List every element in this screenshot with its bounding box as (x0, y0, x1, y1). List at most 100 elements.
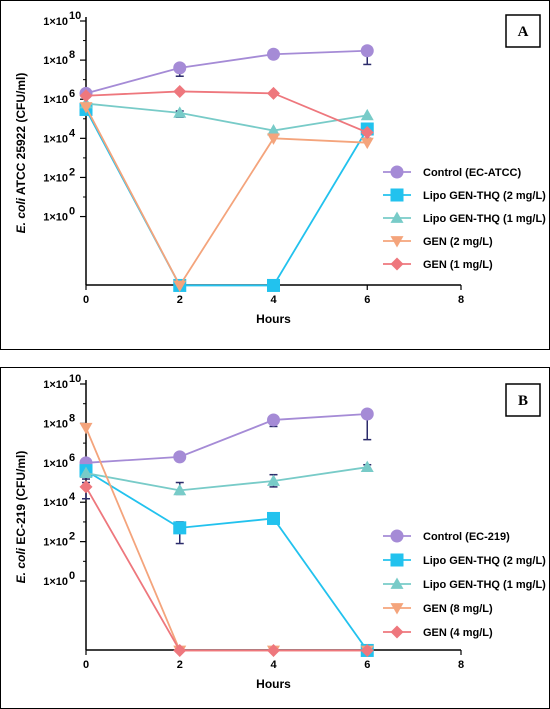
chart-a-data-point (79, 89, 93, 103)
chart-a-series-line (85, 109, 369, 287)
chart-b-series-line (85, 413, 368, 464)
chart-a-y-axis-title-italic: E. coli (14, 197, 28, 233)
chart-a-data-point (267, 47, 280, 61)
chart-a-legend-label: Lipo GEN-THQ (2 mg/L) (423, 190, 546, 202)
chart-b-legend-label: GEN (4 mg/L) (423, 627, 493, 639)
chart-a-y-tick-exponent: 6 (69, 88, 75, 100)
chart-a-data-point (360, 125, 374, 139)
chart-b-data-point (360, 643, 374, 657)
chart-b-legend-marker (390, 603, 404, 615)
chart-b-x-tick-label: 4 (270, 659, 277, 671)
chart-a-series-line (85, 90, 368, 134)
chart-a-legend-label: Control (EC-ATCC) (423, 167, 521, 179)
chart-b-y-tick-exponent: 8 (69, 412, 75, 424)
chart-b-series-5 (79, 480, 374, 657)
chart-a-legend-marker (390, 211, 404, 223)
chart-a-y-tick-exponent: 10 (69, 10, 81, 22)
chart-a-legend-label: GEN (2 mg/L) (423, 236, 493, 248)
chart-b-data-point (173, 643, 187, 657)
chart-b-y-tick-exponent: 0 (69, 570, 75, 582)
chart-a-data-point (79, 102, 93, 114)
chart-a-y-tick-label: 1×10 (43, 172, 68, 184)
chart-b-panel-label-box (505, 383, 541, 417)
chart-a-legend-label: GEN (1 mg/L) (423, 259, 493, 271)
chart-a-y-tick-exponent: 0 (69, 206, 75, 218)
chart-a-svg: 0 2 4 6 81×10 101×10 81×10 61×10 41×10 21×10 0Hour… (14, 10, 546, 326)
chart-a-panel-label-box (505, 14, 541, 48)
chart-a-data-point (267, 124, 280, 136)
chart-b-data-point (360, 460, 374, 473)
chart-b-y-axis-title-italic: E. coli (14, 547, 28, 583)
chart-a-y-tick-exponent: 8 (69, 49, 75, 61)
chart-b-legend-label: GEN (8 mg/L) (423, 603, 493, 615)
chart-b-legend-label: Lipo GEN-THQ (1 mg/L) (423, 579, 546, 591)
chart-a-legend-marker (390, 236, 404, 248)
chart-a-series-5 (79, 84, 374, 139)
chart-b-y-tick-label: 1×10 (43, 537, 68, 549)
chart-a-x-tick-label: 8 (458, 294, 464, 306)
chart-b-series-line (85, 466, 368, 492)
chart-b-legend-marker (390, 529, 404, 543)
chart-a-y-tick-exponent: 4 (69, 127, 76, 139)
chart-b-x-tick-label: 0 (83, 659, 89, 671)
chart-a-y-tick-label: 1×10 (43, 94, 68, 106)
chart-a-panel-label: A (518, 24, 529, 40)
chart-b-data-point (267, 643, 280, 657)
chart-b-data-point (267, 511, 280, 525)
chart-b-series-line (85, 486, 368, 652)
chart-a-y-tick-label: 1×10 (43, 55, 68, 67)
chart-b-data-point (173, 521, 187, 535)
chart-b-legend-label: Lipo GEN-THQ (2 mg/L) (423, 555, 546, 567)
chart-b-legend-label: Control (EC-219) (423, 531, 510, 543)
chart-b-y-axis-title: E. coli EC-219 (CFU/ml) (14, 451, 28, 584)
chart-b-data-point (79, 422, 93, 435)
chart-b-series-2 (79, 464, 374, 657)
chart-a-series-line (85, 106, 368, 288)
chart-a-x-axis-title: Hours (256, 312, 291, 326)
chart-b-data-point (79, 466, 93, 478)
chart-a-data-point (173, 280, 187, 292)
chart-b-y-tick-exponent: 4 (69, 491, 76, 503)
chart-b-y-tick-exponent: 6 (69, 452, 75, 464)
chart-a-data-point (360, 137, 374, 150)
chart-b-panel-label: B (518, 393, 528, 409)
chart-a-data-point (173, 106, 187, 118)
chart-b-y-tick-exponent: 10 (69, 373, 81, 385)
chart-a-data-point (360, 108, 374, 121)
chart-a-series-2 (79, 102, 374, 292)
chart-b-y-tick-label: 1×10 (43, 497, 68, 509)
chart-b-legend-marker (390, 577, 404, 589)
chart-b-series-1 (79, 407, 374, 470)
chart-b-y-tick-label: 1×10 (43, 418, 68, 430)
chart-b-x-tick-label: 6 (364, 659, 370, 671)
chart-a-x-tick-label: 0 (83, 294, 89, 306)
chart-a-series-4 (79, 102, 374, 292)
chart-b-data-point (267, 413, 280, 427)
chart-a-data-point (173, 61, 187, 75)
chart-a-legend-label: Lipo GEN-THQ (1 mg/L) (423, 213, 546, 225)
chart-b-data-point (173, 450, 187, 464)
chart-b-series-4 (79, 422, 374, 657)
chart-a-x-tick-label: 2 (177, 294, 183, 306)
chart-b-y-axis-title-rest: EC-219 (CFU/ml) (14, 451, 28, 548)
chart-a-series-line (85, 49, 368, 95)
chart-panel-a: 0 2 4 6 8 1×10 10 1×10 8 1×10 6 1×10 4 1×10 2 1×10 0 Hour… (0, 0, 550, 350)
chart-a-series-line (85, 102, 368, 132)
chart-b-y-tick-exponent: 2 (69, 531, 75, 543)
chart-b-x-axis-title: Hours (256, 677, 291, 691)
chart-b-data-point (360, 407, 374, 421)
chart-b-y-tick-label: 1×10 (43, 379, 68, 391)
chart-b-data-point (79, 480, 93, 494)
chart-b-y-tick-label: 1×10 (43, 458, 68, 470)
chart-a-legend-marker (390, 165, 404, 179)
chart-a-data-point (267, 278, 280, 292)
chart-b-legend-marker (390, 625, 404, 639)
chart-a-legend-marker (390, 257, 404, 271)
chart-b-svg: 0 2 4 6 81×10 101×10 81×10 61×10 41×10 21×10 0Hour… (14, 373, 546, 691)
chart-b-series-3 (79, 460, 374, 496)
chart-a-y-tick-label: 1×10 (43, 212, 68, 224)
chart-a-data-point (360, 44, 374, 58)
chart-a-y-axis-title-rest: ATCC 25922 (CFU/ml) (14, 73, 28, 198)
chart-a-data-point (267, 133, 280, 145)
chart-b-data-point (267, 474, 280, 486)
